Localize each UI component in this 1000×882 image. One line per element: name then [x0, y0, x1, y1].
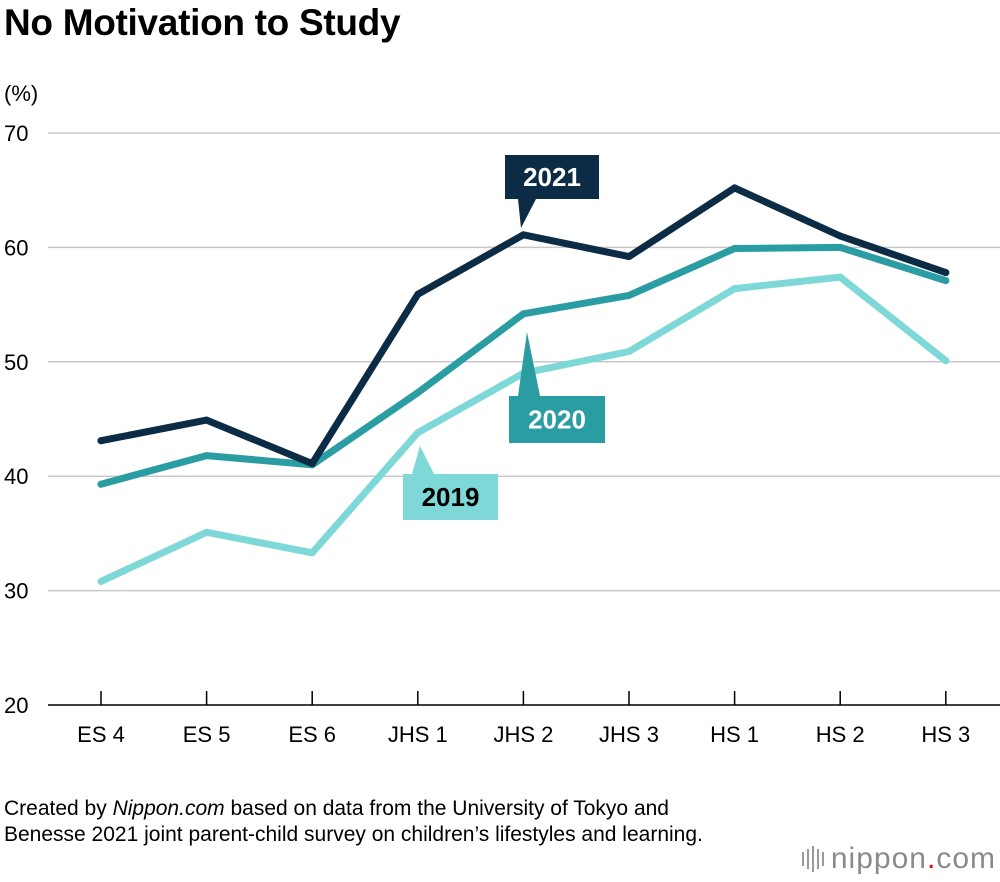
data-point-2021-7 [836, 232, 844, 240]
y-tick-label-20: 20 [4, 693, 28, 718]
data-point-2021-6 [731, 184, 739, 192]
data-point-2021-2 [308, 460, 316, 468]
series-label-box-2021 [505, 155, 599, 199]
data-point-2021-5 [625, 253, 633, 261]
series-label-pointer-2021 [518, 199, 536, 228]
y-tick-label-40: 40 [4, 464, 28, 489]
data-point-2019-7 [836, 273, 844, 281]
logo-bars-icon [801, 846, 824, 872]
series-label-pointer-2020 [518, 332, 540, 396]
data-point-2020-1 [203, 452, 211, 460]
data-point-2019-6 [731, 285, 739, 293]
series-label-2021: 2021 [523, 162, 581, 192]
x-tick-label-jhs-2: JHS 2 [493, 722, 553, 747]
line-chart: (%) 20 30 40 50 60 70 ES 4 ES 5 ES 6 JHS 1 JHS 2 JHS… [4, 81, 1000, 747]
data-point-2020-4 [519, 310, 527, 318]
data-point-2019-5 [625, 348, 633, 356]
x-tick-label-es-5: ES 5 [183, 722, 231, 747]
data-point-2019-2 [308, 549, 316, 557]
x-tick-label-hs-2: HS 2 [816, 722, 865, 747]
source-note: Created by Nippon.com based on data from… [4, 796, 724, 848]
logo-tld: com [936, 842, 996, 875]
series-label-2019: 2019 [422, 482, 480, 512]
data-point-2021-8 [942, 269, 950, 277]
data-point-2020-3 [414, 389, 422, 397]
series-label-pointer-2019 [412, 446, 434, 474]
data-point-2019-3 [414, 429, 422, 437]
source-brand: Nippon.com [112, 797, 225, 820]
data-point-2021-0 [97, 437, 105, 445]
x-tick-label-jhs-1: JHS 1 [388, 722, 448, 747]
series-label-2020: 2020 [528, 405, 586, 435]
x-tick-label-hs-3: HS 3 [921, 722, 970, 747]
data-point-2021-4 [519, 231, 527, 239]
chart-title: No Motivation to Study [4, 2, 401, 43]
source-suffix: based on data from the University of Tok… [4, 797, 703, 846]
y-tick-label-70: 70 [4, 121, 28, 146]
series-label-box-2020 [509, 396, 605, 443]
data-point-2019-1 [203, 528, 211, 536]
logo-text: nippon.com [831, 842, 996, 876]
data-point-2021-1 [203, 416, 211, 424]
y-tick-label-50: 50 [4, 350, 28, 375]
y-tick-label-60: 60 [4, 235, 28, 260]
data-point-2020-6 [731, 245, 739, 253]
series-label-box-2019 [403, 474, 498, 520]
x-tick-label-jhs-3: JHS 3 [599, 722, 659, 747]
data-point-2021-3 [414, 290, 422, 298]
y-tick-label-30: 30 [4, 579, 28, 604]
y-axis-label: (%) [4, 81, 38, 106]
x-tick-label-es-4: ES 4 [77, 722, 125, 747]
source-prefix: Created by [4, 797, 113, 820]
data-point-2020-7 [836, 243, 844, 251]
x-tick-label-es-6: ES 6 [288, 722, 336, 747]
data-point-2020-5 [625, 291, 633, 299]
data-point-2019-0 [97, 577, 105, 585]
x-tick-label-hs-1: HS 1 [710, 722, 759, 747]
data-point-2019-8 [942, 357, 950, 365]
logo-main: nippon [830, 842, 927, 875]
logo-dot: . [926, 842, 937, 875]
data-point-2020-8 [942, 277, 950, 285]
data-point-2020-0 [97, 480, 105, 488]
nippon-logo: nippon.com [801, 842, 996, 876]
